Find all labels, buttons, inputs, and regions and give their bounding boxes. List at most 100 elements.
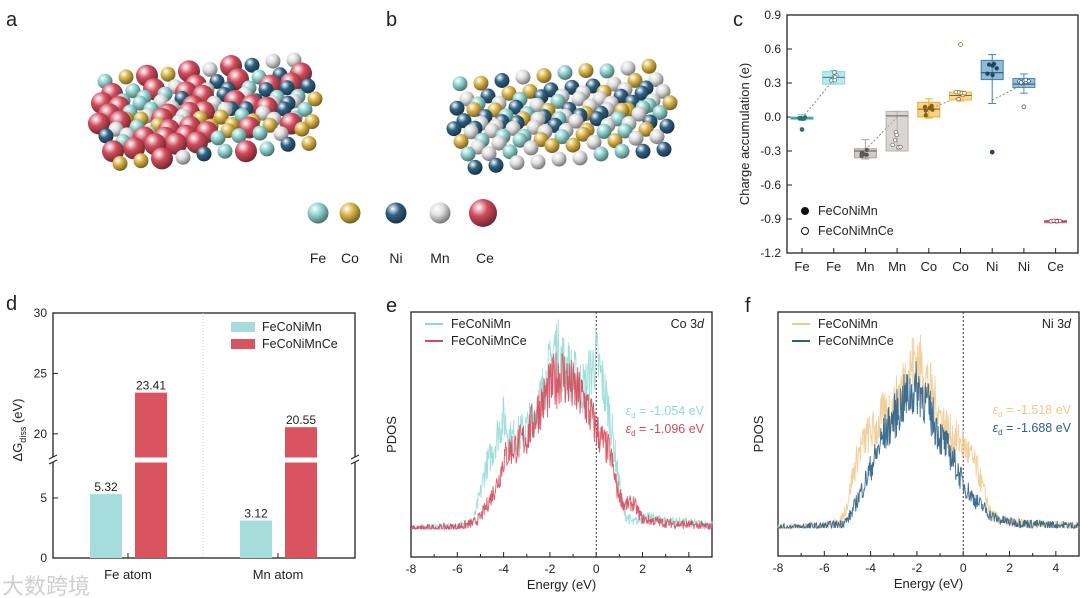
atom-fe [210,130,226,146]
outlier-point [1021,104,1027,110]
atom-mn [586,134,602,150]
atom-mn [481,146,497,162]
x-tick-label: Mn [888,259,906,274]
atom-mn [175,149,191,165]
atom-mn [631,106,647,122]
atom-ni [656,141,672,157]
x-tick-label: -8 [773,561,784,575]
dissolution-bar-chart: 0 5 20 25 30 Fe atom 5.32 23.41 Mn atom 3.12 20.55… [10,306,360,582]
data-point [1018,80,1024,85]
axis-break-mark [350,459,360,465]
atom-ni [635,143,651,159]
plot-frame [410,311,713,558]
atom-fe [512,132,528,148]
y-tick-label: 0 [40,551,47,565]
atom-mn [509,155,525,171]
atom-fe [132,95,148,111]
legend-label: FeCoNiMn [262,320,322,334]
atom-mn [202,61,218,77]
legend-swatch [231,322,255,332]
atom-co [453,134,469,149]
axis-break-mark [48,454,58,460]
atom-mn [655,83,671,99]
x-axis-label: Energy (eV) [527,577,596,592]
d-band-center-label: εd = -1.688 eV [993,421,1072,437]
atom-ni [589,111,605,127]
atom-ni [244,57,260,73]
data-point [923,113,928,118]
x-tick-label: -4 [865,561,876,575]
atom-mn [571,91,587,107]
y-tick-label: 30 [34,306,48,320]
atom-fe [297,102,313,117]
atom-mn [572,150,588,166]
atom-fe [125,83,141,99]
data-point [986,62,992,67]
atom-ce-swatch [469,199,497,227]
axis-break-mark [350,454,360,460]
d-band-center-label: εd = -1.054 eV [626,404,705,420]
legend-marker-filled [801,207,809,215]
atom-mn-swatch [429,202,451,224]
atom-fe [596,123,612,139]
bar-value-label: 5.32 [94,480,118,494]
pdos-line-feconimnce [411,352,712,531]
atom-fe [252,125,268,141]
atom-ni [480,88,496,104]
panel-label-a: a [6,9,18,31]
atom-ni [98,128,114,144]
element-legend: Fe Co Ni Mn Ce [307,199,497,266]
x-tick-label: -8 [406,562,417,576]
atom-mn [620,60,636,76]
legend-label: FeCoNiMn [451,317,511,331]
atom-fe [652,105,668,120]
y-tick-label: 5 [40,491,47,505]
x-tick-label: 2 [639,562,646,576]
data-point [991,61,997,67]
atom-ni [494,73,510,88]
atom-ni [279,80,295,96]
atom-co [473,75,489,91]
legend-label: FeCoNiMnCe [818,334,894,348]
data-point [894,132,899,138]
x-tick-label: -2 [545,562,556,576]
atom-co [575,126,591,142]
y-tick-label: -0.6 [760,178,781,192]
panel-label-f: f [745,295,751,317]
outlier-point [989,149,995,155]
axis-break-gap [49,457,57,462]
bar-feconimn-fe-atom [90,494,122,558]
atom-co [160,66,176,82]
y-axis-label: PDOS [384,416,399,453]
atom-co [112,156,128,171]
data-point [859,152,864,157]
atom-co [294,121,310,137]
atom-co [118,69,134,85]
atom-ce [235,140,257,163]
atom-mn [530,154,546,170]
atom-ni [276,101,292,117]
axis-break-gap [351,457,359,462]
legend-label: FeCoNiMnCe [818,224,894,238]
d-band-center-label: εd = -1.518 eV [993,403,1072,419]
x-tick-label: Fe [794,259,809,274]
element-label-mn: Mn [430,250,449,266]
x-tick-label: 0 [593,562,600,576]
data-point [922,104,928,110]
x-tick-label: Mn atom [253,567,304,582]
x-axis-label: Energy (eV) [894,576,963,591]
atom-ni [209,74,225,89]
atom-fe [460,146,476,162]
atom-co [627,72,643,88]
atom-ni [280,136,296,152]
y-axis-label: Charge accumulation (e) [737,63,752,205]
x-tick-label: Co [920,259,937,274]
bar-break-gap [135,457,167,463]
data-point [892,137,898,143]
atom-co-swatch [339,202,361,224]
y-tick-label: 25 [34,366,48,380]
atom-ni [446,121,462,137]
bar-feconimnce-fe-atom [135,392,167,558]
data-point [832,70,837,75]
data-point [864,147,869,153]
